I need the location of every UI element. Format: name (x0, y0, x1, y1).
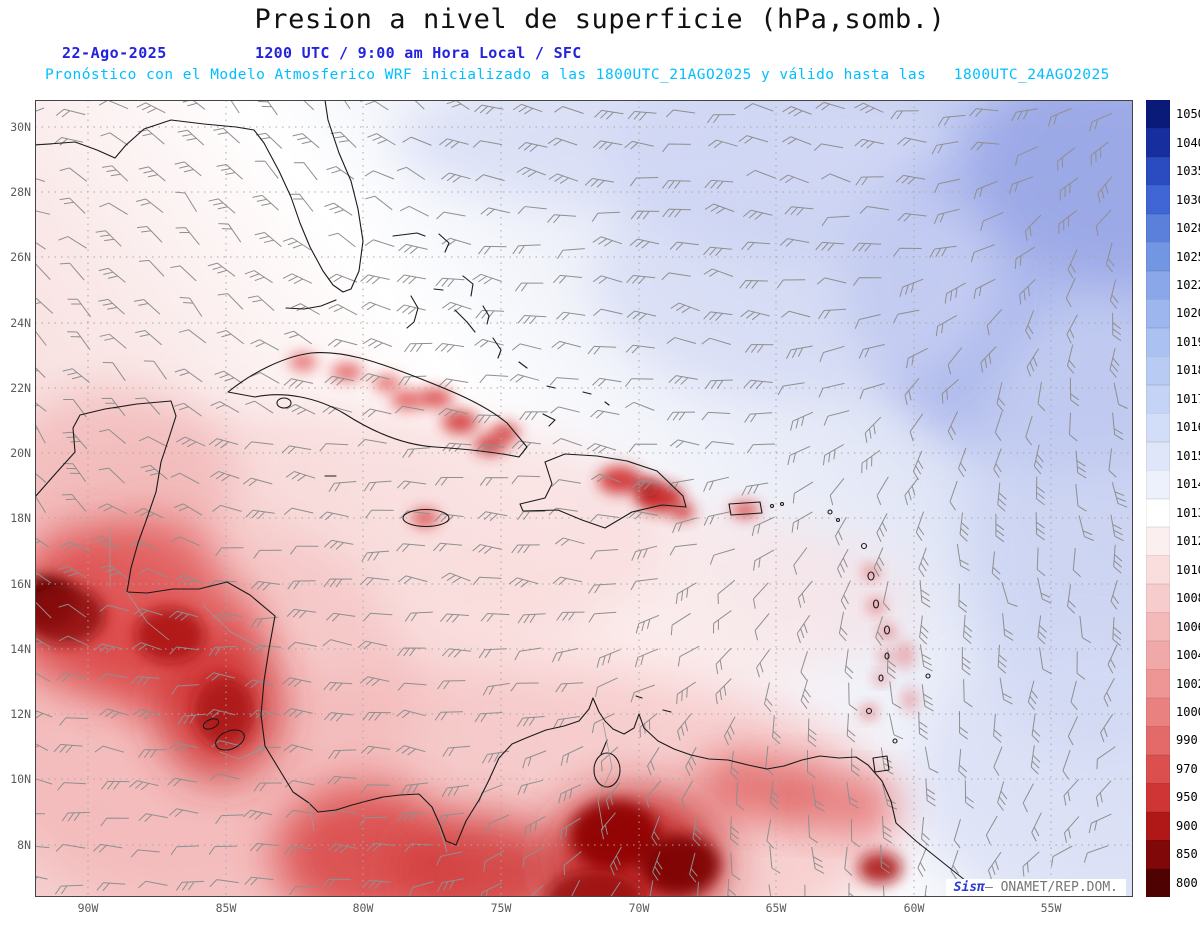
lon-tick-label: 55W (1040, 901, 1062, 915)
lat-tick-label: 10N (10, 772, 31, 786)
colorbar-swatch (1146, 327, 1170, 357)
colorbar-swatch (1146, 811, 1170, 841)
colorbar-swatch (1146, 299, 1170, 329)
colorbar-level-label: 1006 (1176, 619, 1200, 634)
colorbar-swatch (1146, 783, 1170, 813)
lat-tick-label: 20N (10, 446, 31, 460)
colorbar-swatch (1146, 185, 1170, 215)
colorbar-swatch (1146, 213, 1170, 243)
colorbar-level-label: 1035 (1176, 164, 1200, 179)
colorbar-swatch (1146, 868, 1170, 898)
colorbar-level-label: 1018 (1176, 363, 1200, 378)
colorbar-swatch (1146, 470, 1170, 499)
colorbar-swatch (1146, 413, 1170, 443)
colorbar-swatch (1146, 840, 1170, 870)
colorbar-swatch (1146, 441, 1170, 471)
colorbar-level-label: 1012 (1176, 534, 1200, 549)
colorbar-swatch (1146, 612, 1170, 642)
colorbar-swatch (1146, 754, 1170, 784)
lon-tick-label: 60W (903, 901, 925, 915)
colorbar-level-label: 1014 (1176, 477, 1200, 492)
lon-tick-label: 70W (628, 901, 650, 915)
lat-tick-label: 26N (10, 250, 31, 264)
lat-tick-label: 24N (10, 316, 31, 330)
colorbar-level-label: 990 (1176, 733, 1198, 748)
colorbar-level-label: 1028 (1176, 221, 1200, 236)
lon-tick-label: 75W (490, 901, 512, 915)
colorbar-swatch (1146, 270, 1170, 300)
lat-tick-label: 28N (10, 185, 31, 199)
colorbar-level-label: 1030 (1176, 192, 1200, 207)
colorbar-swatch (1146, 498, 1170, 528)
colorbar-level-label: 1050 (1176, 107, 1200, 122)
colorbar-swatch (1146, 726, 1170, 756)
colorbar-level-label: 1040 (1176, 135, 1200, 150)
lon-tick-label: 90W (77, 901, 99, 915)
colorbar-level-label: 1020 (1176, 306, 1200, 321)
colorbar-swatch (1146, 697, 1170, 727)
colorbar-swatch (1146, 555, 1170, 585)
colorbar-level-label: 1017 (1176, 391, 1200, 406)
credit-brand: Sisπ (953, 880, 985, 895)
page-title: Presion a nivel de superficie (hPa,somb.… (254, 4, 946, 35)
colorbar-swatch (1146, 526, 1170, 556)
colorbar-level-label: 1025 (1176, 249, 1200, 264)
colorbar-swatch (1146, 128, 1170, 158)
lon-tick-label: 65W (765, 901, 787, 915)
colorbar-level-label: 1000 (1176, 704, 1200, 719)
colorbar-swatch (1146, 156, 1170, 186)
lat-tick-label: 14N (10, 642, 31, 656)
credit-text: – ONAMET/REP.DOM. (984, 880, 1118, 895)
lat-tick-label: 8N (17, 838, 31, 852)
forecast-note: Pronóstico con el Modelo Atmosferico WRF… (45, 67, 1110, 83)
colorbar-level-label: 1008 (1176, 591, 1200, 606)
credit-badge: Sisπ– ONAMET/REP.DOM. (945, 879, 1126, 896)
colorbar-swatch (1146, 100, 1170, 129)
colorbar-level-label: 800 (1176, 875, 1198, 890)
lon-tick-label: 80W (352, 901, 374, 915)
colorbar-swatch (1146, 583, 1170, 613)
lat-tick-label: 12N (10, 707, 31, 721)
colorbar-level-label: 1004 (1176, 648, 1200, 663)
colorbar-swatch (1146, 384, 1170, 414)
colorbar-level-label: 950 (1176, 790, 1198, 805)
colorbar-level-label: 970 (1176, 761, 1198, 776)
colorbar-level-label: 1015 (1176, 448, 1200, 463)
colorbar-swatch (1146, 640, 1170, 670)
colorbar-level-label: 1010 (1176, 562, 1200, 577)
colorbar-swatch (1146, 669, 1170, 699)
run-time-label: 1200 UTC / 9:00 am Hora Local / SFC (255, 44, 582, 62)
colorbar-swatch (1146, 356, 1170, 386)
lat-tick-label: 18N (10, 511, 31, 525)
colorbar-level-label: 1002 (1176, 676, 1200, 691)
colorbar-swatch (1146, 242, 1170, 272)
lat-tick-label: 16N (10, 577, 31, 591)
colorbar-level-label: 850 (1176, 847, 1198, 862)
pressure-shading-map (35, 100, 1133, 897)
wind-barbs (35, 100, 1128, 897)
lat-tick-label: 22N (10, 381, 31, 395)
colorbar-level-label: 1022 (1176, 278, 1200, 293)
colorbar-level-label: 1016 (1176, 420, 1200, 435)
colorbar-level-label: 1013 (1176, 505, 1200, 520)
lat-tick-label: 30N (10, 120, 31, 134)
run-date: 22-Ago-2025 (62, 44, 167, 62)
lon-tick-label: 85W (215, 901, 237, 915)
colorbar-level-label: 1019 (1176, 334, 1200, 349)
colorbar-level-label: 900 (1176, 818, 1198, 833)
